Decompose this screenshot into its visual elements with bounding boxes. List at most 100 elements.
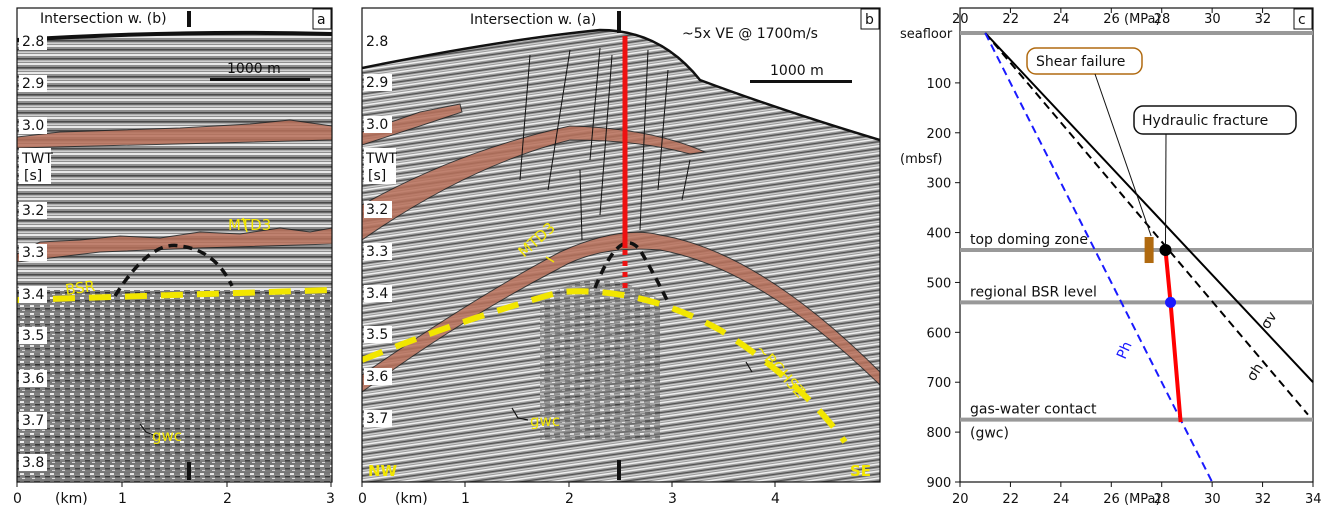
panel-b-ytick-label: 3.6 <box>366 369 388 385</box>
panel-c-xtick-top-label: 20 <box>952 12 969 27</box>
panel-c-ph-label: Ph <box>1114 339 1136 361</box>
panel-b-intersection-marker-bottom <box>617 460 621 480</box>
panel-b-intersection-marker-top <box>617 11 621 33</box>
panel-c-bsr-dot <box>1165 296 1177 308</box>
panel-a-ytick-label: 3.6 <box>22 371 44 387</box>
panel-c-xtick-top-label: 32 <box>1255 12 1272 27</box>
panel-c-ytick-label: 400 <box>927 227 952 242</box>
panel-b-fault-line <box>547 49 571 191</box>
panel-c-xtick-bottom-label: 34 <box>1305 492 1322 507</box>
panel-a-ytick-box <box>19 286 47 303</box>
panel-a-intersection-label: Intersection w. (b) <box>40 11 167 27</box>
panel-a-ytick-label: 3.2 <box>22 203 44 219</box>
panel-a-ytick-label: 3.7 <box>22 413 44 429</box>
panel-b-frame <box>361 7 881 483</box>
panel-a-y-ticks: 2.8 2.9 3.0 TWT [s] 3.2 3.3 3.4 3.5 3.6 … <box>19 33 53 471</box>
panel-b-scale-bar <box>750 80 852 83</box>
panel-b-x-axis: 0 (km) 1 2 3 4 <box>358 482 780 507</box>
panel-a-orange-layer-1 <box>17 119 332 149</box>
panel-c-xtick-bottom-label: 20 <box>952 492 969 507</box>
panel-a-gwc-leader <box>139 423 157 437</box>
panel-a-twt-label: TWT <box>21 151 53 167</box>
panel-c-regional-bsr-label: regional BSR level <box>970 284 1097 300</box>
panel-c-xtick-bottom-label: 28 <box>1154 492 1171 507</box>
panel-a-x-axis: 0 (km) 1 2 3 <box>13 482 335 507</box>
panel-c-gwc-label-2: (gwc) <box>970 426 1009 442</box>
panel-a-ytick-box <box>19 454 47 471</box>
panel-c-xtick-top-label: 28 <box>1154 12 1171 27</box>
panel-c-gwc-label: gas-water contact <box>970 402 1097 418</box>
panel-a-ytick-label: 2.9 <box>22 76 44 92</box>
panel-b-ytick-label: 2.8 <box>366 34 388 50</box>
panel-c-shear-failure-box <box>1026 47 1143 75</box>
panel-b-gwc-label: gwc <box>530 412 560 430</box>
panel-a-ytick-box <box>19 33 47 50</box>
panel-a-ytick-box <box>19 412 47 429</box>
panel-a-xtick-label: 0 <box>13 491 22 507</box>
panel-b-letter: b <box>865 12 874 28</box>
panel-b-ytick-label: 3.7 <box>366 411 388 427</box>
panel-c-ytick-label: 200 <box>927 127 952 142</box>
panel-c-xtick-bottom-label: 32 <box>1255 492 1272 507</box>
panel-a-ytick-label: 3.4 <box>22 287 44 303</box>
panel-b-twt-unit: [s] <box>368 168 386 184</box>
panel-a-ytick-label: 3.5 <box>22 328 44 344</box>
panel-b-ytick-label: 2.9 <box>366 75 388 91</box>
panel-b-ytick-box <box>364 116 392 133</box>
panel-b-fault-line <box>599 54 613 216</box>
panel-a-ytick-box <box>19 117 47 134</box>
panel-a-ytick-box <box>19 327 47 344</box>
panel-b-intersection-label: Intersection w. (a) <box>470 12 596 28</box>
panel-c-ytick-label: 100 <box>927 77 952 92</box>
panel-c-ytick-label: 500 <box>927 276 952 291</box>
panel-c-xtick-bottom-label: 30 <box>1204 492 1221 507</box>
panel-b-ytick-box <box>364 326 392 343</box>
panel-a-ytick-label: 3.8 <box>22 455 44 471</box>
panel-c-shear-failure-label: Shear failure <box>1036 54 1125 70</box>
panel-c-frame <box>959 7 1314 483</box>
panel-c-ytick-label: 800 <box>927 426 952 441</box>
panel-b-ytick-label: 3.0 <box>366 117 388 133</box>
panel-a-ytick-box <box>19 370 47 387</box>
panel-c-hydraulic-fracture-annotation: Hydraulic fracture <box>1133 105 1297 246</box>
panel-c-sigma-v-label: σv <box>1258 309 1281 332</box>
panel-a: Intersection w. (b) a 1000 m 2.8 2.9 3.0… <box>13 7 335 507</box>
panel-c-ticks: 20 22 24 26 28 30 32 20 22 24 26 28 30 32 34 100 200 300 4… <box>927 8 1322 507</box>
panel-a-dome-outline <box>113 243 234 297</box>
panel-c-ytick-label: 600 <box>927 326 952 341</box>
panel-c-xtick-top-label: 30 <box>1204 12 1221 27</box>
panel-a-xtick-label: 2 <box>223 491 232 507</box>
panel-a-ytick-box <box>19 75 47 92</box>
panel-b-y-ticks: 2.8 2.9 3.0 TWT [s] 3.2 3.3 3.4 3.5 3.6 … <box>364 34 397 427</box>
panel-a-ytick-label: 3.3 <box>22 245 44 261</box>
panel-b-gwc-leader <box>511 407 529 421</box>
panel-a-title-box <box>26 9 176 27</box>
panel-b-ytick-label: 3.3 <box>366 244 388 260</box>
panel-a-twt-box <box>19 148 51 184</box>
panel-a-twt-unit: [s] <box>24 168 42 184</box>
panel-a-ytick-box <box>19 244 47 261</box>
panel-a-letter: a <box>317 12 326 28</box>
panel-a-ytick-label: 3.0 <box>22 118 44 134</box>
panel-b-scale-label: 1000 m <box>770 63 824 79</box>
panel-a-gwc-label: gwc <box>152 427 182 445</box>
panel-c-ytick-label: 700 <box>927 376 952 391</box>
panel-c-top-doming-label: top doming zone <box>970 232 1088 248</box>
panel-b-xtick-label: 3 <box>668 491 677 507</box>
panel-a-x-unit: (km) <box>55 491 88 507</box>
panel-a-bsr-label: BSR <box>64 277 96 299</box>
panel-b: Intersection w. (a) ~5x VE @ 1700m/s b 1… <box>358 7 881 507</box>
panel-c-hydraulic-fracture-leader <box>1165 133 1167 246</box>
panel-c-hydraulic-fracture-box <box>1133 105 1297 135</box>
panel-b-fault-line <box>639 49 649 231</box>
panel-b-twt-label: TWT <box>365 151 397 167</box>
panel-c-xtick-bottom-label: 24 <box>1053 492 1070 507</box>
panel-c-letter: c <box>1298 12 1306 28</box>
panel-b-mtd3-leader <box>545 256 555 263</box>
panel-b-ytick-box <box>364 74 392 91</box>
panel-c-xtick-top-label: 24 <box>1053 12 1070 27</box>
panel-b-orange-layer-2 <box>362 125 707 241</box>
panel-b-orange-layer-1 <box>362 103 463 146</box>
panel-a-letter-box <box>312 8 332 30</box>
